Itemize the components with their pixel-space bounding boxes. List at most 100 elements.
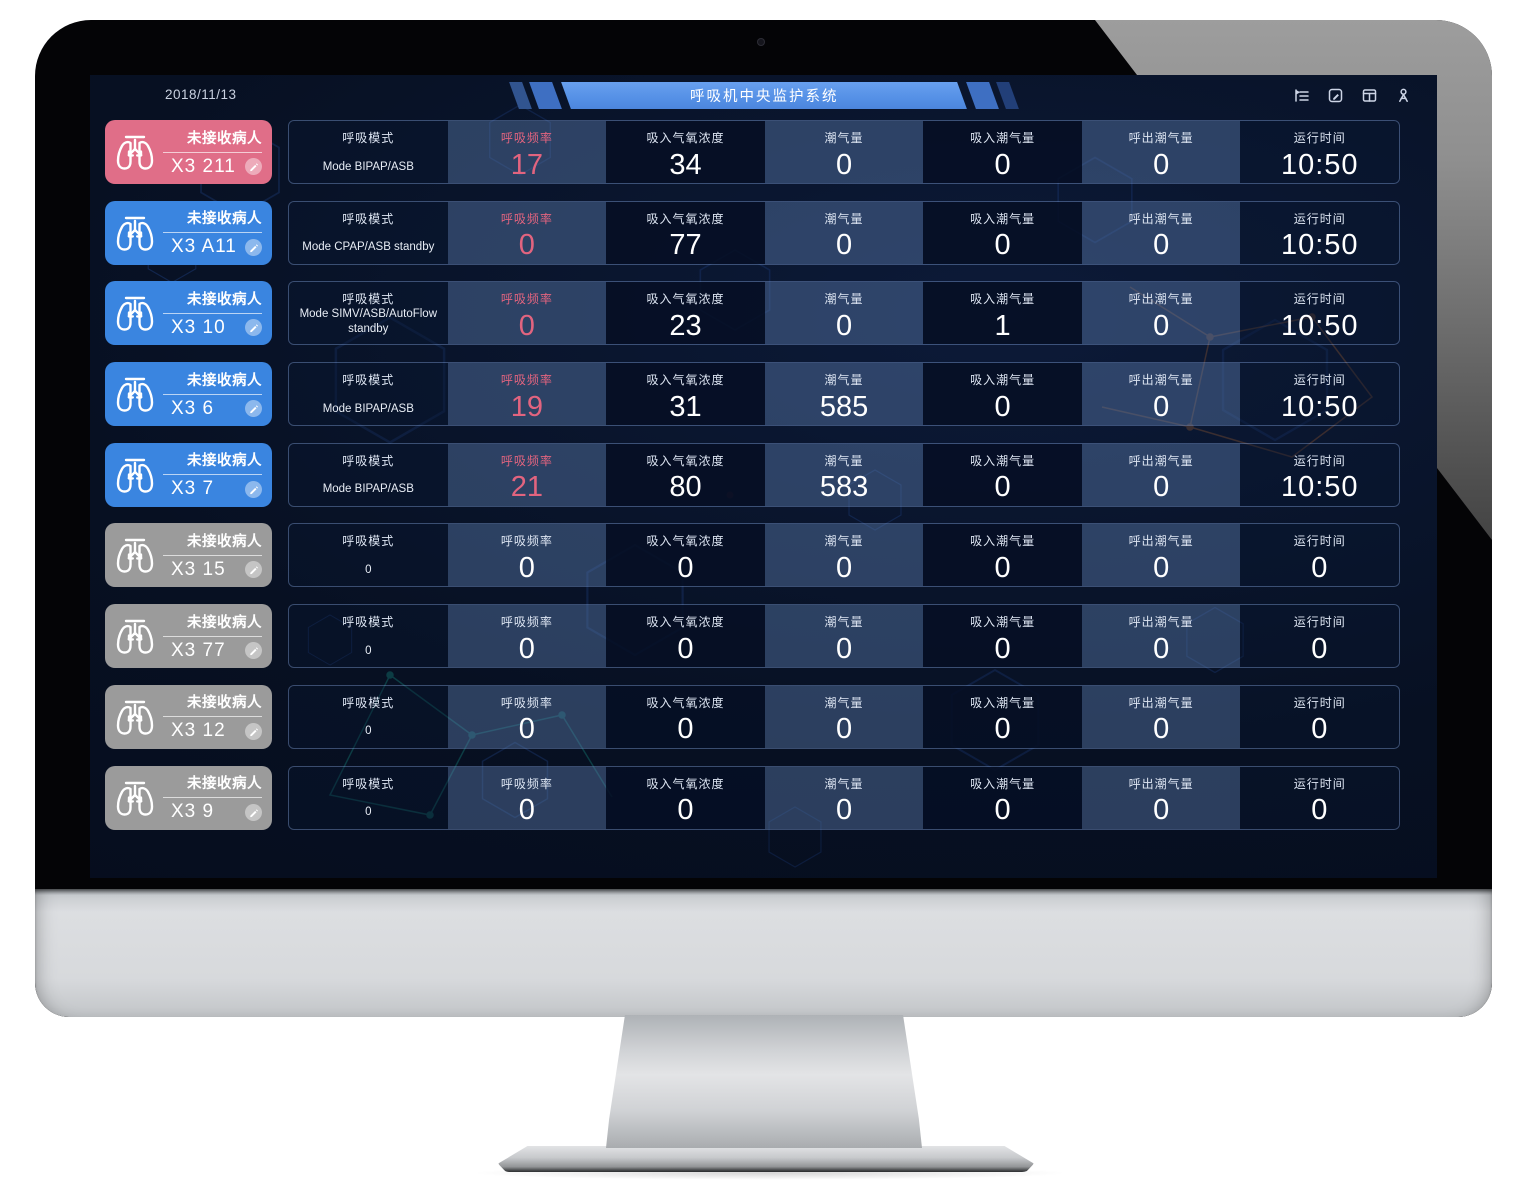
runtime-cell: 运行时间 10:50 (1240, 201, 1399, 264)
vitals-row: 呼吸模式 Mode BIPAP/ASB 呼吸频率 21 吸入气氧浓度 80 潮气… (288, 442, 1400, 507)
column-header-fio2: 吸入气氧浓度 (646, 373, 725, 388)
patient-row: 未接收病人 X3 9 呼吸模式 0 呼吸频率 0 吸入气氧浓度 (105, 765, 1400, 830)
edit-pencil-icon[interactable] (245, 642, 262, 660)
patient-id: X3 10 (171, 316, 226, 338)
patient-row: 未接收病人 X3 211 呼吸模式 Mode BIPAP/ASB 呼吸频率 17 (105, 120, 1400, 184)
column-header-insp-tidal: 吸入潮气量 (970, 534, 1036, 549)
patient-card[interactable]: 未接收病人 X3 77 (105, 604, 272, 669)
column-header-rate: 呼吸频率 (500, 534, 553, 549)
patient-card[interactable]: 未接收病人 X3 211 (105, 120, 272, 184)
layout-icon[interactable] (1360, 86, 1378, 104)
mode-cell: 呼吸模式 Mode BIPAP/ASB (289, 121, 448, 183)
patient-status-label: 未接收病人 (187, 533, 262, 550)
column-header-mode: 呼吸模式 (342, 373, 395, 388)
patient-card[interactable]: 未接收病人 X3 7 (105, 442, 272, 507)
insp-tidal-cell: 吸入潮气量 0 (923, 443, 1082, 506)
insp-tidal-value: 0 (994, 552, 1011, 584)
fio2-cell: 吸入气氧浓度 31 (606, 363, 765, 426)
patient-card[interactable]: 未接收病人 X3 9 (105, 765, 272, 830)
rate-cell: 呼吸频率 0 (447, 201, 607, 264)
edit-pencil-icon[interactable] (245, 480, 262, 498)
banner-plate: 呼吸机中央监护系统 (560, 82, 967, 109)
patient-id: X3 77 (171, 639, 226, 661)
exp-tidal-value: 0 (1153, 794, 1170, 827)
mode-cell: 呼吸模式 0 (289, 605, 448, 668)
rate-value: 17 (510, 148, 543, 181)
fio2-cell: 吸入气氧浓度 0 (606, 766, 765, 829)
exp-tidal-cell: 呼出潮气量 0 (1081, 282, 1241, 345)
exp-tidal-value: 0 (1153, 471, 1170, 504)
outline-icon[interactable] (1292, 86, 1310, 104)
patient-row: 未接收病人 X3 12 呼吸模式 0 呼吸频率 0 吸入气氧浓度 (105, 684, 1400, 749)
patient-card[interactable]: 未接收病人 X3 A11 (105, 200, 272, 265)
patient-row: 未接收病人 X3 77 呼吸模式 0 呼吸频率 0 吸入气氧浓度 (105, 604, 1400, 669)
edit-pencil-icon[interactable] (245, 803, 262, 821)
mode-cell: 呼吸模式 0 (289, 524, 448, 587)
rate-value: 0 (518, 632, 535, 665)
column-header-runtime: 运行时间 (1293, 373, 1346, 388)
patient-status-label: 未接收病人 (187, 614, 262, 631)
patient-status-label: 未接收病人 (187, 130, 262, 147)
vitals-row: 呼吸模式 Mode SIMV/ASB/AutoFlow standby 呼吸频率… (288, 281, 1400, 346)
runtime-cell: 运行时间 10:50 (1240, 121, 1399, 183)
insp-tidal-value: 0 (994, 229, 1011, 262)
card-text: 未接收病人 X3 7 (163, 449, 262, 500)
patient-card[interactable]: 未接收病人 X3 15 (105, 523, 272, 588)
runtime-value: 0 (1311, 713, 1329, 746)
edit-note-icon[interactable] (1326, 86, 1344, 104)
exp-tidal-cell: 呼出潮气量 0 (1081, 201, 1241, 264)
fio2-value: 0 (677, 713, 694, 746)
column-header-mode: 呼吸模式 (342, 211, 395, 226)
card-divider (163, 151, 262, 153)
rate-value: 21 (510, 471, 543, 504)
exp-tidal-value: 0 (1153, 309, 1170, 342)
exp-tidal-value: 0 (1153, 552, 1170, 584)
column-header-insp-tidal: 吸入潮气量 (970, 211, 1036, 226)
lung-icon (113, 369, 159, 419)
mode-cell: 呼吸模式 Mode SIMV/ASB/AutoFlow standby (289, 282, 448, 345)
column-header-tidal: 潮气量 (824, 131, 864, 145)
column-header-rate: 呼吸频率 (500, 131, 553, 145)
mode-value: 0 (365, 564, 372, 577)
column-header-tidal: 潮气量 (824, 615, 864, 630)
edit-pencil-icon[interactable] (245, 722, 262, 740)
card-text: 未接收病人 X3 6 (163, 369, 262, 420)
patient-card[interactable]: 未接收病人 X3 10 (105, 281, 272, 346)
rate-cell: 呼吸频率 0 (447, 685, 607, 748)
tidal-value: 0 (835, 148, 853, 181)
edit-pencil-icon[interactable] (245, 561, 262, 579)
tidal-cell: 潮气量 0 (764, 605, 924, 668)
patient-card[interactable]: 未接收病人 X3 6 (105, 362, 272, 427)
mode-cell: 呼吸模式 0 (289, 766, 448, 829)
fio2-cell: 吸入气氧浓度 80 (606, 443, 765, 506)
edit-pencil-icon[interactable] (245, 319, 262, 337)
mode-cell: 呼吸模式 0 (289, 685, 448, 748)
edit-pencil-icon[interactable] (245, 158, 262, 175)
monitor-chin (35, 889, 1492, 1017)
rate-value: 0 (518, 229, 535, 262)
patient-row: 未接收病人 X3 15 呼吸模式 0 呼吸频率 0 吸入气氧浓度 (105, 523, 1400, 588)
fio2-cell: 吸入气氧浓度 77 (606, 201, 765, 264)
insp-tidal-value: 0 (994, 632, 1011, 665)
stand-neck (606, 1015, 922, 1148)
edit-pencil-icon[interactable] (245, 400, 262, 418)
fio2-value: 0 (677, 794, 694, 827)
mode-cell: 呼吸模式 Mode CPAP/ASB standby (289, 201, 448, 264)
column-header-runtime: 运行时间 (1293, 776, 1346, 791)
banner-stripe (965, 82, 999, 109)
tidal-cell: 潮气量 0 (764, 282, 924, 345)
card-text: 未接收病人 X3 A11 (163, 207, 262, 258)
rate-value: 0 (518, 713, 535, 746)
column-header-rate: 呼吸频率 (500, 776, 553, 791)
edit-pencil-icon[interactable] (245, 238, 262, 256)
rate-cell: 呼吸频率 0 (447, 282, 607, 345)
tidal-value: 0 (835, 794, 853, 827)
column-header-tidal: 潮气量 (824, 776, 864, 791)
column-header-rate: 呼吸频率 (500, 373, 553, 388)
patient-card[interactable]: 未接收病人 X3 12 (105, 684, 272, 749)
card-divider (163, 716, 262, 718)
patient-id: X3 A11 (171, 236, 237, 258)
user-icon[interactable] (1394, 86, 1412, 104)
runtime-cell: 运行时间 10:50 (1240, 282, 1399, 345)
mode-value: Mode BIPAP/ASB (322, 160, 414, 173)
